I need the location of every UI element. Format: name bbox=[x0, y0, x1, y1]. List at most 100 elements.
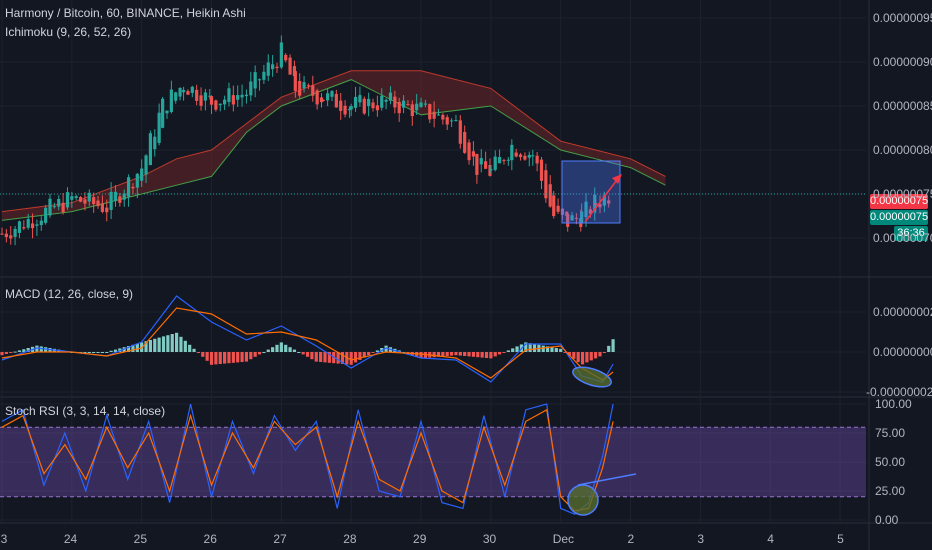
candle-body bbox=[266, 62, 270, 76]
macd-tick-label: 0.00000002 bbox=[873, 305, 932, 319]
candle-body bbox=[349, 106, 353, 110]
macd-bar bbox=[39, 346, 43, 352]
stoch-trendline bbox=[577, 473, 637, 486]
candle-body bbox=[4, 233, 8, 238]
ichimoku-legend[interactable]: Ichimoku (9, 26, 52, 26) bbox=[5, 25, 132, 39]
macd-bar bbox=[214, 352, 218, 365]
macd-bar bbox=[554, 348, 558, 352]
macd-bar bbox=[131, 344, 135, 352]
macd-bar bbox=[559, 348, 563, 352]
candle-body bbox=[479, 158, 483, 165]
candle-body bbox=[275, 66, 279, 69]
macd-bar bbox=[179, 336, 183, 352]
candle-body bbox=[17, 221, 22, 233]
macd-bar bbox=[445, 352, 449, 356]
macd-bar bbox=[419, 352, 423, 359]
macd-bar bbox=[506, 350, 510, 352]
macd-bar bbox=[231, 352, 235, 363]
stoch-tick-label: 100.00 bbox=[875, 397, 912, 411]
candle-body bbox=[199, 95, 203, 106]
candle-body bbox=[602, 195, 606, 206]
macd-bar bbox=[319, 352, 323, 362]
macd-bar bbox=[567, 352, 572, 356]
macd-legend[interactable]: MACD (12, 26, close, 9) bbox=[5, 287, 134, 301]
candle-body bbox=[502, 160, 506, 162]
macd-bar bbox=[4, 352, 8, 354]
macd-bar bbox=[288, 347, 292, 352]
stoch-annotation-circle bbox=[567, 484, 599, 516]
macd-bar bbox=[489, 352, 493, 359]
macd-bar bbox=[572, 352, 576, 359]
macd-bar bbox=[358, 352, 362, 360]
candle-body bbox=[556, 205, 560, 212]
candle-body bbox=[105, 207, 109, 213]
macd-bar bbox=[279, 342, 283, 352]
macd-bar bbox=[244, 352, 249, 362]
macd-line bbox=[1, 295, 614, 383]
candle-body bbox=[367, 98, 371, 107]
candle-body bbox=[475, 153, 479, 175]
candle-body bbox=[288, 57, 292, 75]
macd-bar bbox=[480, 352, 484, 358]
time-tick-label: 29 bbox=[413, 532, 427, 546]
candle-body bbox=[432, 111, 436, 119]
macd-bar bbox=[471, 352, 476, 357]
macd-bar bbox=[174, 332, 179, 352]
candle-body bbox=[514, 152, 518, 157]
candle-body bbox=[580, 211, 584, 223]
candle-body bbox=[83, 199, 87, 204]
candle-body bbox=[135, 173, 139, 188]
candle-body bbox=[523, 155, 527, 160]
annotation-arrowhead bbox=[612, 174, 622, 184]
candle-body bbox=[223, 99, 227, 105]
macd-bar bbox=[253, 352, 257, 357]
candle-body bbox=[144, 155, 148, 175]
candle-body bbox=[458, 120, 462, 144]
macd-bar bbox=[144, 341, 148, 352]
macd-bar bbox=[323, 352, 327, 363]
candle-body bbox=[22, 227, 26, 229]
macd-bar bbox=[249, 352, 253, 360]
candle-body bbox=[214, 100, 218, 110]
ichimoku-value-tag: 0.00000075 bbox=[870, 210, 929, 225]
candle-body bbox=[518, 154, 523, 158]
candle-body bbox=[347, 108, 352, 111]
macd-bar bbox=[580, 352, 585, 365]
macd-bar bbox=[26, 348, 30, 352]
candle-body bbox=[44, 207, 48, 223]
candle-body bbox=[249, 81, 253, 96]
candle-body bbox=[401, 100, 406, 108]
candle-body bbox=[13, 228, 17, 237]
price-tick-label: 0.00000070 bbox=[873, 231, 932, 245]
candle-body bbox=[566, 213, 570, 227]
candle-body bbox=[436, 114, 441, 116]
candle-body bbox=[169, 89, 173, 112]
macd-bar bbox=[209, 352, 214, 365]
macd-bar bbox=[576, 352, 580, 363]
candle-body bbox=[535, 155, 539, 164]
candle-body bbox=[598, 203, 602, 208]
candle-body bbox=[607, 200, 611, 204]
candle-body bbox=[293, 71, 297, 91]
candle-body bbox=[78, 197, 83, 202]
countdown-tag: 36:36 bbox=[894, 226, 928, 241]
macd-bar bbox=[100, 352, 104, 353]
candle-body bbox=[174, 92, 178, 101]
candle-body bbox=[157, 112, 161, 143]
candle-body bbox=[87, 192, 91, 202]
macd-histogram bbox=[0, 332, 615, 365]
stoch-tick-label: 0.00 bbox=[875, 513, 899, 527]
time-tick-label: 28 bbox=[343, 532, 357, 546]
macd-bar bbox=[292, 349, 297, 352]
cloud-segment-0 bbox=[2, 202, 72, 221]
candle-body bbox=[298, 80, 302, 96]
candle-body bbox=[48, 198, 52, 216]
candle-body bbox=[100, 203, 104, 212]
candle-body bbox=[109, 191, 113, 210]
macd-bar bbox=[205, 352, 209, 361]
stoch-legend[interactable]: Stoch RSI (3, 3, 14, 14, close) bbox=[5, 404, 166, 418]
candle-body bbox=[415, 103, 419, 111]
candle-body bbox=[531, 155, 535, 157]
candle-body bbox=[397, 102, 401, 114]
